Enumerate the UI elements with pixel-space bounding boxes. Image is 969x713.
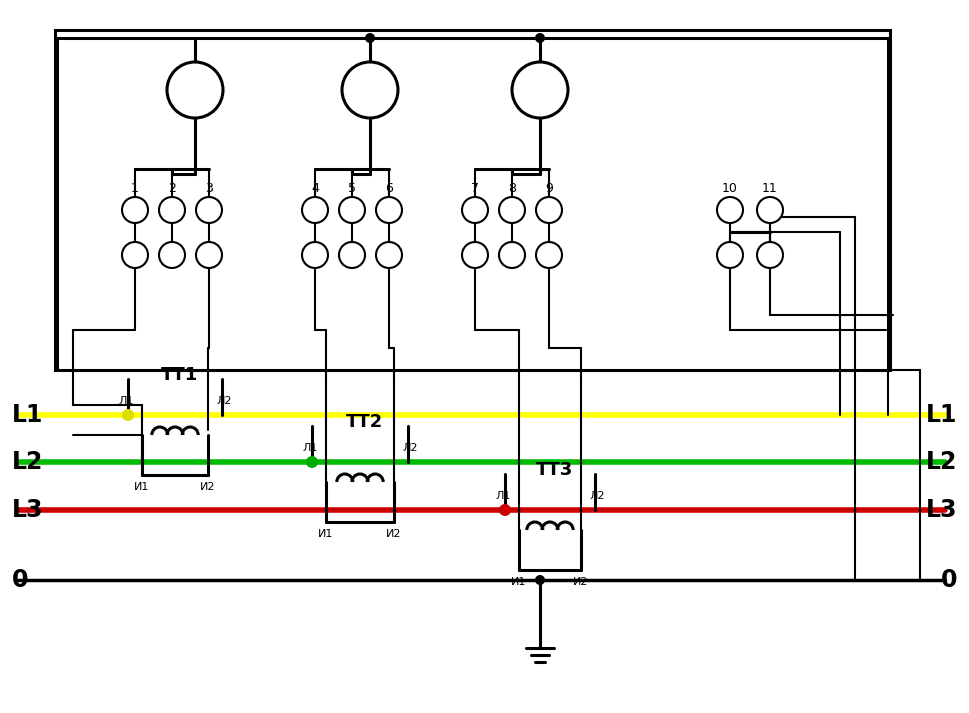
Circle shape xyxy=(757,197,783,223)
Circle shape xyxy=(536,242,562,268)
Circle shape xyxy=(376,242,402,268)
Circle shape xyxy=(122,242,148,268)
Circle shape xyxy=(306,456,318,468)
Text: L2: L2 xyxy=(925,450,957,474)
Text: И1: И1 xyxy=(512,577,527,587)
Circle shape xyxy=(462,242,488,268)
Text: И2: И2 xyxy=(387,529,402,539)
Text: И2: И2 xyxy=(574,577,589,587)
Text: 0: 0 xyxy=(12,568,28,592)
Text: 5: 5 xyxy=(348,182,356,195)
Text: L3: L3 xyxy=(12,498,44,522)
Circle shape xyxy=(365,33,375,43)
Circle shape xyxy=(462,197,488,223)
Circle shape xyxy=(499,197,525,223)
Circle shape xyxy=(757,242,783,268)
Text: Л2: Л2 xyxy=(216,396,232,406)
Circle shape xyxy=(302,197,328,223)
Circle shape xyxy=(535,575,545,585)
Circle shape xyxy=(376,197,402,223)
Text: Л2: Л2 xyxy=(402,443,418,453)
Text: 11: 11 xyxy=(763,182,778,195)
Text: ТТ1: ТТ1 xyxy=(162,366,199,384)
Circle shape xyxy=(122,409,134,421)
Text: 0: 0 xyxy=(941,568,957,592)
Text: Л1: Л1 xyxy=(118,396,134,406)
Circle shape xyxy=(536,197,562,223)
Circle shape xyxy=(717,197,743,223)
Circle shape xyxy=(196,197,222,223)
Circle shape xyxy=(339,197,365,223)
Text: И1: И1 xyxy=(318,529,333,539)
Circle shape xyxy=(717,242,743,268)
Circle shape xyxy=(302,242,328,268)
Circle shape xyxy=(196,242,222,268)
Text: 8: 8 xyxy=(508,182,516,195)
Text: 1: 1 xyxy=(131,182,139,195)
Text: L1: L1 xyxy=(12,403,44,427)
Circle shape xyxy=(159,242,185,268)
Circle shape xyxy=(535,33,545,43)
Text: L3: L3 xyxy=(925,498,957,522)
Text: И2: И2 xyxy=(201,482,216,492)
Text: 3: 3 xyxy=(205,182,213,195)
Circle shape xyxy=(499,504,511,516)
Circle shape xyxy=(499,242,525,268)
Circle shape xyxy=(167,62,223,118)
Circle shape xyxy=(339,242,365,268)
Text: L1: L1 xyxy=(925,403,957,427)
Text: ТТ2: ТТ2 xyxy=(346,413,384,431)
Text: 10: 10 xyxy=(722,182,738,195)
Text: 4: 4 xyxy=(311,182,319,195)
Text: 6: 6 xyxy=(385,182,393,195)
Circle shape xyxy=(122,197,148,223)
Text: 9: 9 xyxy=(545,182,553,195)
Text: L2: L2 xyxy=(12,450,44,474)
Circle shape xyxy=(342,62,398,118)
Bar xyxy=(55,30,890,370)
Circle shape xyxy=(512,62,568,118)
Text: ТТ3: ТТ3 xyxy=(537,461,574,479)
Text: 7: 7 xyxy=(471,182,479,195)
Text: 2: 2 xyxy=(168,182,176,195)
Text: Л1: Л1 xyxy=(495,491,511,501)
Text: Л2: Л2 xyxy=(589,491,605,501)
Circle shape xyxy=(159,197,185,223)
Text: И1: И1 xyxy=(135,482,149,492)
Text: Л1: Л1 xyxy=(302,443,318,453)
